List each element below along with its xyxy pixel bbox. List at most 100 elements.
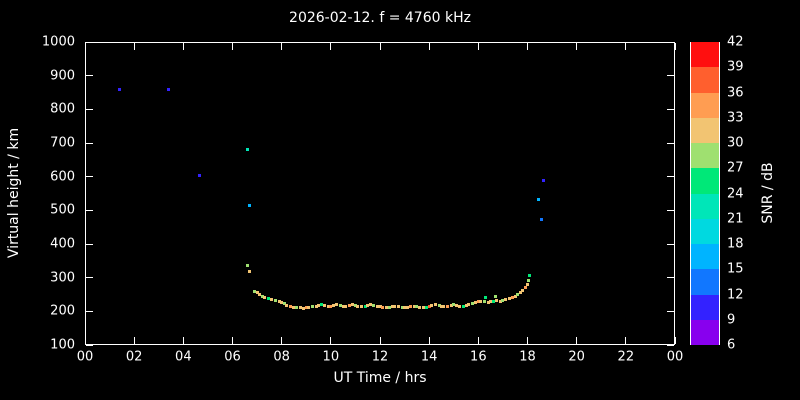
y-tick-mark — [86, 75, 93, 77]
data-point — [521, 288, 525, 292]
data-point — [248, 203, 252, 207]
data-point — [270, 298, 274, 302]
data-point — [495, 299, 499, 303]
data-point — [400, 306, 404, 310]
y-tick-mark — [667, 108, 674, 110]
y-tick-mark — [667, 277, 674, 279]
colorbar-tick-label: 15 — [727, 261, 744, 277]
data-point — [366, 303, 370, 307]
y-tick-label: 800 — [50, 101, 75, 117]
y-tick-mark — [86, 209, 93, 211]
data-point — [288, 304, 292, 308]
data-point — [378, 305, 382, 309]
x-tick-mark — [379, 337, 381, 344]
y-tick-label: 600 — [50, 169, 75, 185]
y-tick-label: 1000 — [41, 34, 75, 50]
data-point — [433, 303, 437, 307]
data-point — [274, 299, 278, 303]
data-point — [503, 298, 507, 302]
data-point — [360, 305, 364, 309]
data-point — [403, 306, 407, 310]
data-point — [513, 294, 517, 298]
x-tick-label: 14 — [420, 349, 438, 365]
data-point — [258, 293, 262, 296]
data-point — [376, 304, 380, 308]
data-point — [298, 306, 302, 310]
data-point — [489, 300, 493, 304]
colorbar-segment — [691, 42, 719, 68]
data-point — [292, 305, 296, 309]
data-point — [326, 304, 330, 308]
colorbar-tick-label: 21 — [727, 211, 744, 227]
x-axis-label: UT Time / hrs — [333, 370, 427, 386]
y-tick-mark — [667, 209, 674, 211]
x-tick-mark — [182, 43, 184, 50]
data-point — [415, 305, 419, 309]
data-point — [452, 303, 456, 307]
y-tick-mark — [86, 310, 93, 312]
colorbar-segment — [691, 117, 719, 143]
y-tick-mark — [667, 243, 674, 245]
data-point — [417, 306, 421, 310]
data-point — [412, 304, 416, 308]
data-point — [363, 304, 367, 308]
data-point — [390, 304, 394, 308]
data-point — [255, 291, 259, 295]
data-point — [277, 300, 281, 304]
colorbar-tick-label: 39 — [727, 59, 744, 75]
data-point — [310, 304, 314, 308]
y-tick-mark — [86, 142, 93, 144]
x-tick-label: 00 — [76, 349, 94, 365]
data-point — [329, 304, 333, 308]
data-point — [464, 303, 468, 307]
data-point — [388, 305, 392, 309]
data-point — [442, 305, 446, 309]
y-tick-mark — [86, 277, 93, 279]
data-point — [476, 300, 480, 304]
x-tick-mark — [133, 43, 135, 50]
data-point — [304, 306, 308, 310]
data-point — [446, 304, 450, 308]
data-point — [462, 304, 466, 308]
y-tick-mark — [86, 108, 93, 110]
data-point — [491, 299, 495, 303]
colorbar-segment — [691, 143, 719, 169]
data-point — [539, 217, 543, 221]
data-point — [372, 303, 376, 307]
x-tick-mark — [281, 43, 283, 50]
data-point — [501, 299, 505, 303]
data-point — [260, 294, 264, 298]
x-tick-label: 22 — [617, 349, 635, 365]
data-point — [319, 303, 323, 307]
x-tick-label: 08 — [273, 349, 290, 365]
data-point — [511, 296, 515, 300]
y-tick-label: 300 — [50, 270, 75, 286]
x-tick-label: 04 — [175, 349, 192, 365]
x-tick-label: 06 — [224, 349, 241, 365]
colorbar-segment — [691, 294, 719, 320]
x-tick-mark — [674, 43, 676, 50]
x-tick-mark — [576, 43, 578, 50]
data-point — [474, 301, 478, 305]
data-point — [425, 305, 429, 309]
data-point — [314, 304, 318, 308]
colorbar-tick-label: 30 — [727, 135, 744, 151]
data-point — [393, 304, 397, 308]
y-tick-mark — [86, 41, 93, 43]
data-point — [347, 303, 351, 307]
x-tick-mark — [330, 43, 332, 50]
data-point — [317, 303, 321, 307]
data-point — [458, 304, 462, 308]
chart-title: 2026-02-12. f = 4760 kHz — [289, 10, 471, 26]
data-point — [253, 289, 257, 293]
x-tick-mark — [84, 337, 86, 344]
data-point — [280, 301, 284, 305]
data-point — [467, 303, 470, 307]
x-tick-mark — [232, 43, 233, 50]
data-point — [302, 307, 306, 311]
colorbar-tick-label: 33 — [727, 110, 744, 126]
data-point — [335, 303, 339, 307]
data-point — [523, 286, 527, 290]
data-point — [439, 304, 443, 308]
x-tick-label: 18 — [519, 349, 536, 365]
